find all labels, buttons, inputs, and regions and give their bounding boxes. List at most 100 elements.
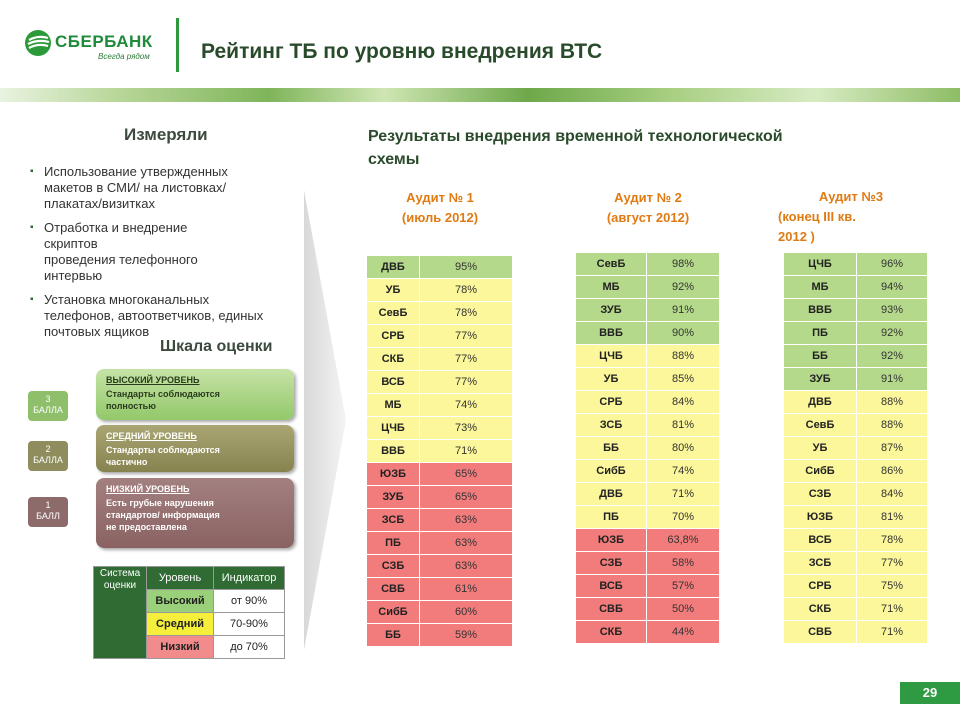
page-title: Рейтинг ТБ по уровню внедрения ВТС xyxy=(201,40,603,63)
audit-branch-name: СЗБ xyxy=(575,551,647,575)
level-heading: ВЫСОКИЙ УРОВЕНЬ xyxy=(106,375,200,385)
audit-row: СЗБ 84% xyxy=(783,482,928,506)
audit-branch-value: 71% xyxy=(856,597,928,621)
audit-row: УБ 85% xyxy=(575,367,720,391)
audit-heading-line: 2012 ) xyxy=(778,229,815,244)
level-low-box: НИЗКИЙ УРОВЕНЬ Есть грубые нарушения ста… xyxy=(96,478,294,548)
audit-branch-name: ББ xyxy=(575,436,647,460)
audit-branch-name: ВСБ xyxy=(575,574,647,598)
audit-3-table: ЦЧБ 96% МБ 94% ВВБ 93% ПБ 92% ББ 92% ЗУБ 91% ДВБ 88% С… xyxy=(783,252,928,644)
legend-level-mid: Средний xyxy=(146,612,214,636)
audit-branch-name: УБ xyxy=(575,367,647,391)
measured-list-item: Отработка и внедрениескриптовпроведения … xyxy=(30,220,320,284)
results-title-line: схемы xyxy=(368,151,420,168)
audit-1-table: ДВБ 95% УБ 78% СевБ 78% СРБ 77% СКБ 77% ВСБ 77% МБ 74… xyxy=(366,255,513,647)
audit-branch-name: ЦЧБ xyxy=(783,252,857,276)
audit-branch-name: ВВБ xyxy=(575,321,647,345)
audit-branch-name: ББ xyxy=(783,344,857,368)
audit-row: ЦЧБ 88% xyxy=(575,344,720,368)
audit-row: СибБ 86% xyxy=(783,459,928,483)
score-badge-low: 1 БАЛЛ xyxy=(28,497,68,527)
audit-row: МБ 94% xyxy=(783,275,928,299)
brand-slogan: Всегда рядом xyxy=(98,52,150,61)
audit-row: МБ 74% xyxy=(366,393,513,417)
audit-branch-value: 84% xyxy=(856,482,928,506)
audit-row: СРБ 77% xyxy=(366,324,513,348)
audit-branch-value: 92% xyxy=(856,344,928,368)
scale-heading: Шкала оценки xyxy=(160,338,273,355)
audit-branch-name: ДВБ xyxy=(366,255,420,279)
audit-branch-name: УБ xyxy=(783,436,857,460)
audit-heading-line: Аудит № 2 xyxy=(614,190,682,205)
audit-branch-value: 60% xyxy=(419,600,513,624)
audit-branch-name: СРБ xyxy=(366,324,420,348)
audit-branch-name: СРБ xyxy=(783,574,857,598)
audit-row: СРБ 75% xyxy=(783,574,928,598)
audit-branch-value: 78% xyxy=(419,301,513,325)
audit-row: СВБ 50% xyxy=(575,597,720,621)
audit-row: ВСБ 78% xyxy=(783,528,928,552)
audit-branch-name: СКБ xyxy=(366,347,420,371)
audit-branch-value: 88% xyxy=(856,413,928,437)
audit-row: ББ 59% xyxy=(366,623,513,647)
audit-row: ЦЧБ 73% xyxy=(366,416,513,440)
audit-branch-name: СевБ xyxy=(366,301,420,325)
audit-row: СРБ 84% xyxy=(575,390,720,414)
level-high-box: ВЫСОКИЙ УРОВЕНЬ Стандарты соблюдаются по… xyxy=(96,369,294,420)
audit-branch-name: ДВБ xyxy=(575,482,647,506)
level-text: Есть грубые нарушения xyxy=(106,498,214,508)
audit-branch-value: 65% xyxy=(419,462,513,486)
audit-branch-name: УБ xyxy=(366,278,420,302)
audit-branch-name: ЮЗБ xyxy=(783,505,857,529)
level-text: полностью xyxy=(106,401,156,411)
audit-row: СевБ 88% xyxy=(783,413,928,437)
audit-branch-name: СЗБ xyxy=(783,482,857,506)
audit-row: ЮЗБ 81% xyxy=(783,505,928,529)
audit-row: ЗУБ 65% xyxy=(366,485,513,509)
audit-row: СибБ 74% xyxy=(575,459,720,483)
header-divider xyxy=(176,18,179,72)
audit-branch-value: 70% xyxy=(646,505,720,529)
audit-branch-value: 73% xyxy=(419,416,513,440)
audit-branch-value: 77% xyxy=(856,551,928,575)
audit-branch-name: ПБ xyxy=(366,531,420,555)
audit-row: СКБ 44% xyxy=(575,620,720,644)
page-number: 29 xyxy=(900,682,960,704)
audit-branch-value: 96% xyxy=(856,252,928,276)
audit-3-heading: Аудит №3 (конец III кв. 2012 ) xyxy=(778,187,924,247)
legend-indicator: 70-90% xyxy=(213,612,285,636)
score-value: 2 xyxy=(45,444,51,454)
legend-row: Средний 70-90% xyxy=(94,612,285,636)
legend-indicator: от 90% xyxy=(213,589,285,613)
audit-2-table: СевБ 98% МБ 92% ЗУБ 91% ВВБ 90% ЦЧБ 88% УБ 85% СРБ 84… xyxy=(575,252,720,644)
audit-branch-value: 92% xyxy=(856,321,928,345)
audit-branch-name: СибБ xyxy=(783,459,857,483)
audit-branch-name: ВВБ xyxy=(783,298,857,322)
audit-row: СевБ 98% xyxy=(575,252,720,276)
audit-heading-line: (август 2012) xyxy=(606,210,690,225)
audit-branch-value: 92% xyxy=(646,275,720,299)
audit-branch-name: ПБ xyxy=(575,505,647,529)
decorative-band xyxy=(0,88,960,102)
audit-row: ДВБ 88% xyxy=(783,390,928,414)
level-text: не предоставлена xyxy=(106,522,187,532)
audit-branch-name: МБ xyxy=(366,393,420,417)
measured-list-line: Отработка и внедрение xyxy=(44,220,188,235)
audit-branch-name: ЗСБ xyxy=(575,413,647,437)
audit-row: ПБ 92% xyxy=(783,321,928,345)
audit-row: ВСБ 57% xyxy=(575,574,720,598)
rating-legend-table: Система оценки Уровень Индикатор Высокий… xyxy=(93,566,285,659)
audit-branch-value: 81% xyxy=(856,505,928,529)
audit-branch-value: 59% xyxy=(419,623,513,647)
audit-branch-name: СВБ xyxy=(366,577,420,601)
legend-system-label: оценки xyxy=(103,580,137,591)
audit-branch-name: СКБ xyxy=(783,597,857,621)
audit-row: ЮЗБ 65% xyxy=(366,462,513,486)
audit-branch-value: 44% xyxy=(646,620,720,644)
level-mid-box: СРЕДНИЙ УРОВЕНЬ Стандарты соблюдаются ча… xyxy=(96,425,294,472)
audit-branch-name: ПБ xyxy=(783,321,857,345)
audit-row: СевБ 78% xyxy=(366,301,513,325)
score-badge-high: 3 БАЛЛА xyxy=(28,391,68,421)
